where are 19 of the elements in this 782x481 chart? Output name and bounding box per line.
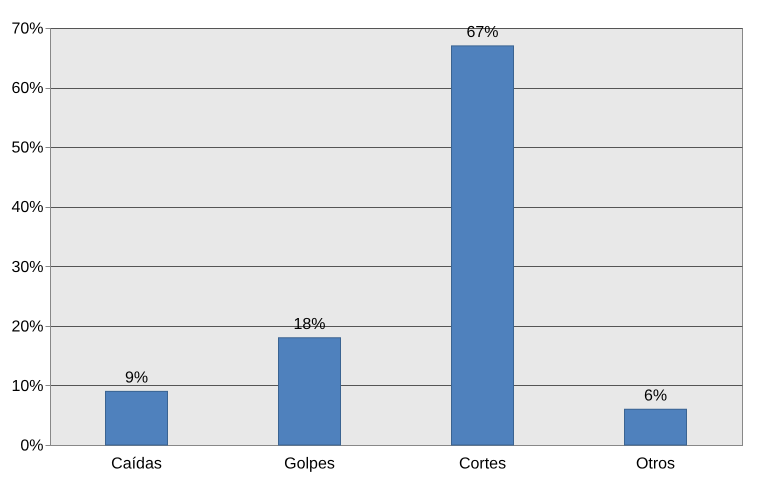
x-tick-label: Cortes [458, 456, 506, 472]
y-tick-label: 40% [11, 199, 44, 216]
x-tick-label: Golpes [284, 456, 335, 472]
y-tick-label: 60% [11, 80, 44, 98]
x-tick-label: Caídas [111, 456, 162, 472]
y-tick-label: 10% [11, 378, 44, 395]
bar [278, 337, 341, 446]
y-tick-label: 20% [11, 318, 44, 336]
bar [451, 45, 514, 446]
data-label: 9% [124, 369, 148, 386]
y-tick-label: 30% [11, 258, 44, 276]
x-tick-label: Otros [636, 456, 676, 472]
y-tick-label: 70% [11, 20, 44, 38]
data-label: 67% [466, 24, 499, 41]
y-tick-label: 0% [20, 438, 44, 454]
bar [624, 408, 687, 446]
bar [105, 390, 168, 446]
y-tick-label: 50% [11, 140, 44, 157]
data-label: 6% [644, 387, 668, 404]
